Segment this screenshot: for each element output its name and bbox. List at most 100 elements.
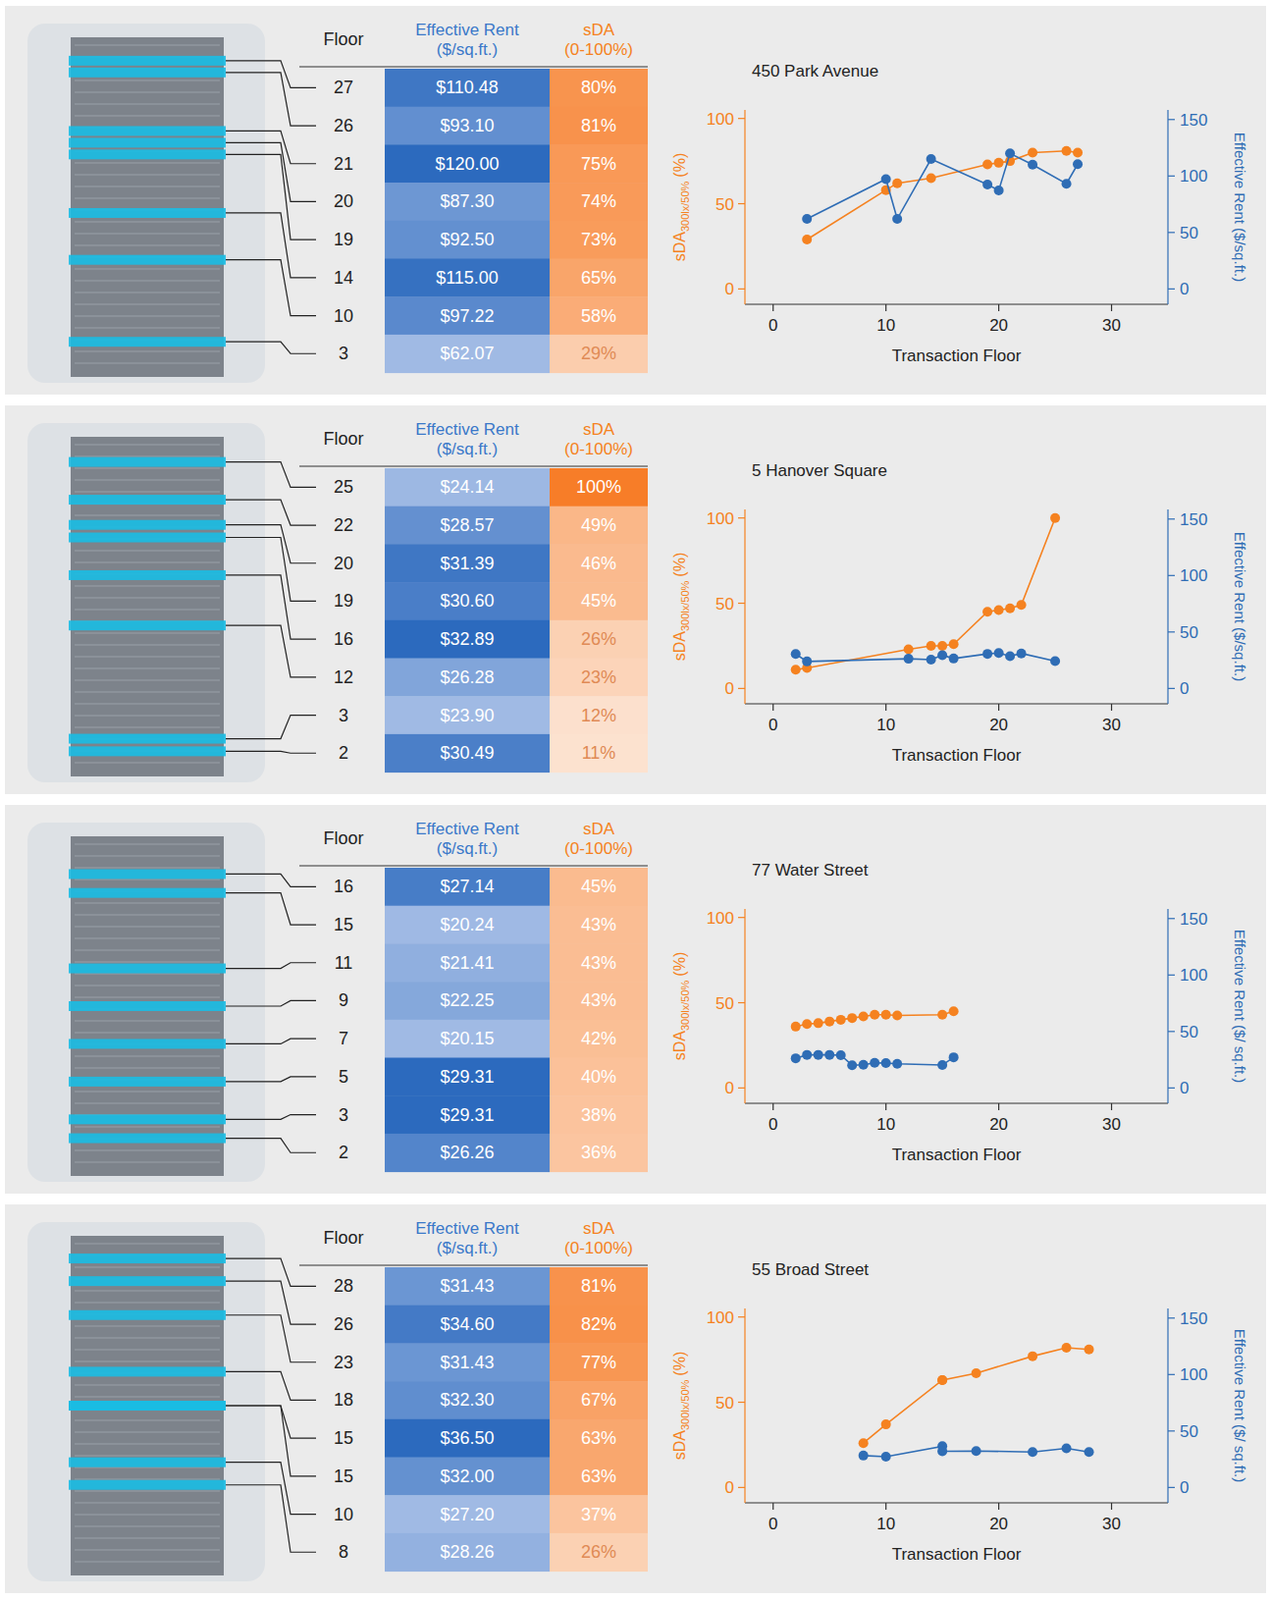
building-floor-line <box>74 879 220 881</box>
data-point <box>982 159 993 170</box>
sda-cell <box>549 1133 648 1172</box>
rent-cell <box>384 1133 550 1172</box>
sda-cell <box>549 1267 648 1306</box>
rent-cell <box>384 734 550 773</box>
data-point <box>949 653 959 664</box>
data-point <box>1061 178 1072 189</box>
x-tick-label: 30 <box>1102 715 1121 735</box>
building-floor-line <box>74 45 220 47</box>
floor-label: 5 <box>338 1066 349 1087</box>
leader-line <box>225 1000 317 1007</box>
rent-cell <box>384 582 550 621</box>
building-floor-line <box>74 245 220 247</box>
sda-cell <box>549 1494 648 1534</box>
x-axis <box>744 1501 1168 1503</box>
rent-label: $93.10 <box>439 115 494 136</box>
rent-cell <box>384 68 550 107</box>
building-floor-line <box>74 644 220 646</box>
column-header: Effective Rent($/sq.ft.) <box>415 420 520 459</box>
sda-label: 23% <box>581 667 617 688</box>
sda-cell <box>549 1419 648 1458</box>
data-point <box>1084 1344 1095 1355</box>
building-floor-line <box>74 1349 220 1351</box>
x-tick <box>885 304 887 312</box>
building-floor-line <box>74 938 220 940</box>
data-point <box>858 1059 869 1070</box>
y-tick <box>738 1401 745 1403</box>
floor-label: 15 <box>333 1428 354 1448</box>
data-point <box>937 1446 948 1457</box>
x-tick-label: 10 <box>876 1114 896 1134</box>
column-header: Effective Rent($/sq.ft.) <box>415 819 520 858</box>
building-floor-line <box>74 680 220 682</box>
column-header: sDA(0-100%) <box>564 420 634 459</box>
sda-label: 81% <box>581 115 617 136</box>
rent-label: $27.20 <box>439 1504 494 1525</box>
x-tick-label: 20 <box>989 316 1008 335</box>
building-floor-line <box>74 597 220 599</box>
data-point <box>982 179 993 190</box>
data-point <box>847 1059 857 1070</box>
leader-line <box>225 1258 317 1286</box>
floor-band <box>68 734 226 744</box>
building-floor-line <box>74 656 220 658</box>
rent-label: $27.14 <box>439 876 494 897</box>
leader-line <box>225 212 317 278</box>
sda-cell <box>549 1342 648 1381</box>
floor-band <box>68 1001 226 1011</box>
y2-axis-title: Effective Rent ($/sq.ft.) <box>1231 531 1249 682</box>
data-point <box>903 643 914 654</box>
y-tick-label: 0 <box>725 1478 735 1497</box>
sda-cell <box>549 734 648 773</box>
rent-label: $20.24 <box>439 914 494 935</box>
building-floor-line <box>74 1396 220 1398</box>
building-floor-line <box>74 351 220 353</box>
y2-tick <box>1167 974 1175 976</box>
y2-tick-label: 0 <box>1179 279 1189 299</box>
x-tick-label: 0 <box>768 1114 778 1134</box>
rent-cell <box>384 1380 550 1420</box>
building-floor-line <box>74 715 220 717</box>
chart-title: 5 Hanover Square <box>751 461 888 480</box>
sda-label: 58% <box>581 306 617 326</box>
floor-band <box>68 620 226 631</box>
series-line <box>806 151 1078 240</box>
data-point <box>791 1053 801 1063</box>
y2-tick-label: 0 <box>1179 1478 1189 1497</box>
rent-label: $22.25 <box>439 990 494 1010</box>
building-floor-line <box>74 633 220 635</box>
y2-axis-title: Effective Rent ($/sq.ft.) <box>1231 132 1249 282</box>
rent-cell <box>384 334 550 373</box>
data-point <box>858 1437 869 1448</box>
building-floor-line <box>74 468 220 470</box>
building-floor-line <box>74 162 220 164</box>
y-axis-title-part: sDA <box>671 631 689 662</box>
sda-cell <box>549 620 648 659</box>
data-point <box>1027 1351 1038 1362</box>
floor-band <box>68 1253 226 1264</box>
data-point <box>949 638 959 649</box>
floor-band <box>68 1310 226 1321</box>
sda-label: 75% <box>581 154 617 174</box>
y2-tick <box>1167 518 1175 520</box>
building-floor-line <box>74 1067 220 1069</box>
leader-line <box>225 154 317 240</box>
rent-cell <box>384 543 550 583</box>
plot-data <box>858 1342 1095 1462</box>
panel-background <box>4 1204 1267 1593</box>
floor-band <box>68 963 226 974</box>
data-point <box>801 213 812 224</box>
floor-band <box>68 1366 226 1377</box>
floor-label: 3 <box>338 343 349 364</box>
column-header: sDA(0-100%) <box>564 1218 634 1258</box>
column-header: Floor <box>322 1227 364 1248</box>
building-floor-line <box>74 92 220 94</box>
rent-cell <box>384 943 550 982</box>
sda-label: 49% <box>581 515 617 535</box>
x-axis <box>744 702 1168 704</box>
floor-band <box>68 570 226 581</box>
data-point <box>801 656 812 667</box>
sda-label: 63% <box>581 1428 617 1448</box>
leader-line <box>225 341 317 354</box>
sda-cell <box>549 506 648 545</box>
